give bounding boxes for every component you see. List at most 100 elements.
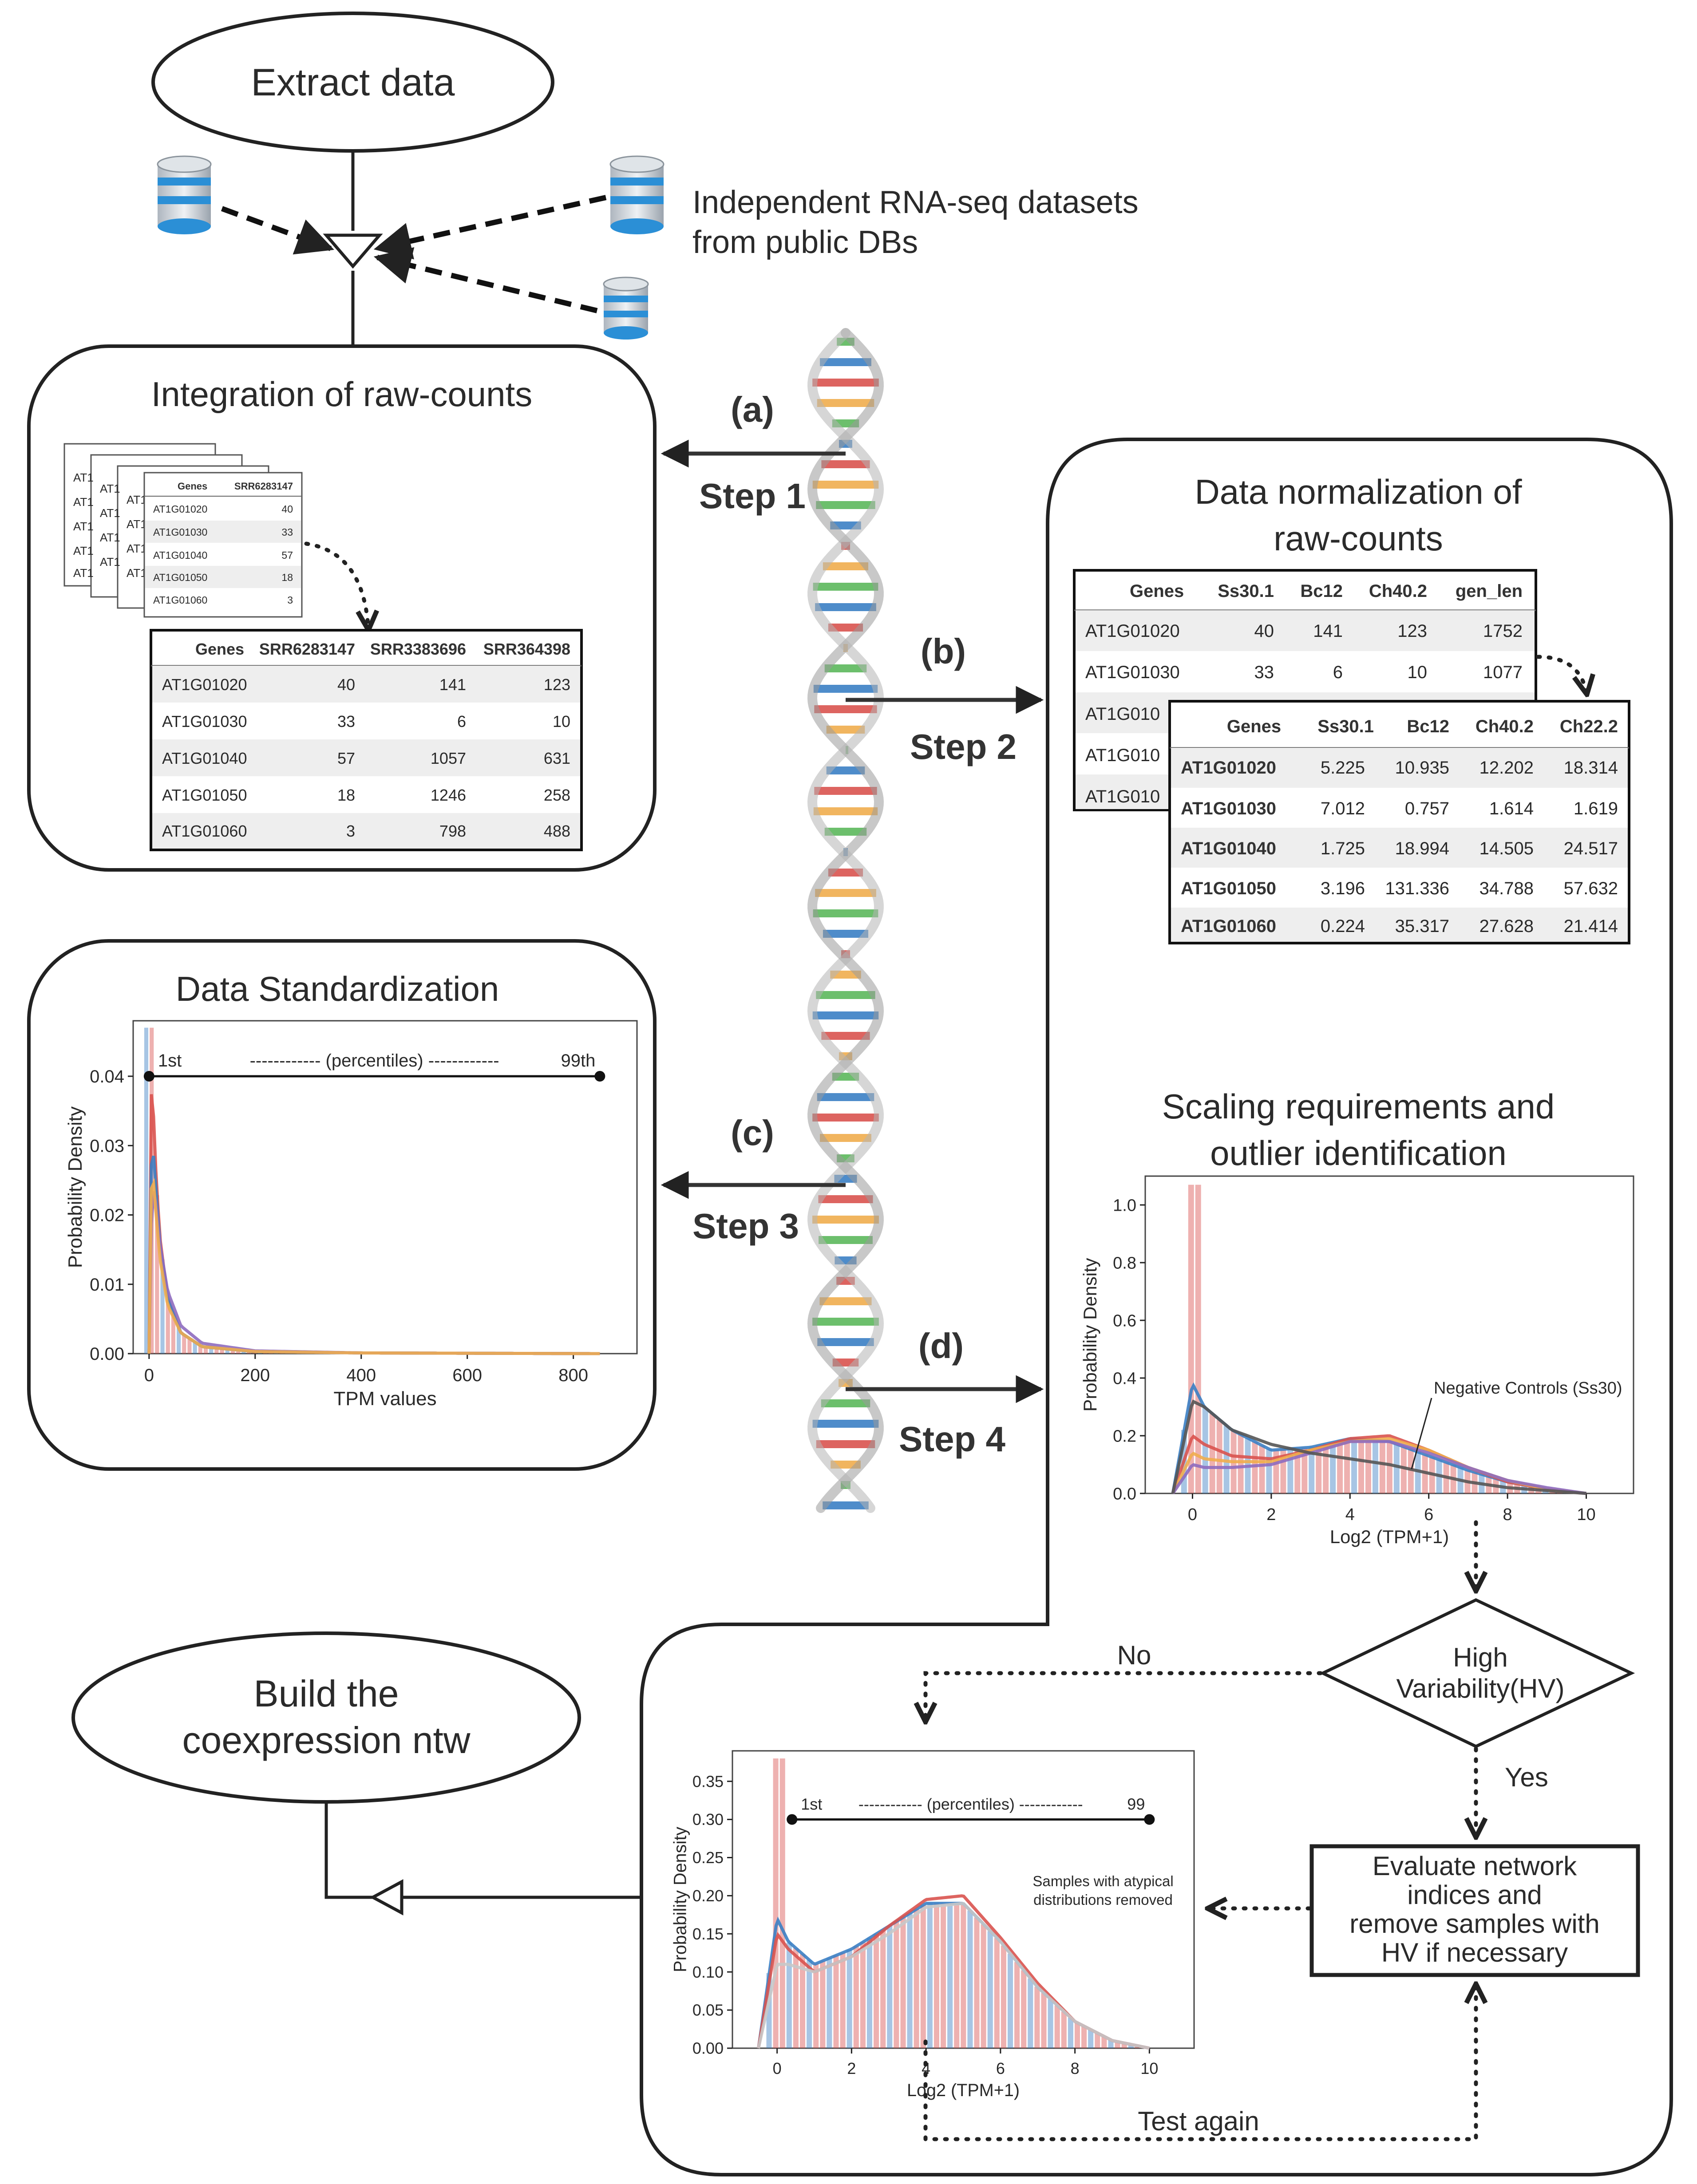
svg-text:AT1G01020: AT1G01020 bbox=[1181, 758, 1276, 778]
y-axis-label: Probability Density bbox=[1080, 1258, 1100, 1411]
svg-text:40: 40 bbox=[337, 675, 355, 694]
percentile-end-label: 99th bbox=[561, 1051, 596, 1070]
svg-text:24.517: 24.517 bbox=[1564, 839, 1618, 858]
x-tick-label: 800 bbox=[558, 1366, 588, 1385]
histogram-bar bbox=[1014, 1962, 1020, 2048]
histogram-bar bbox=[198, 1346, 202, 1354]
svg-text:3.196: 3.196 bbox=[1321, 879, 1365, 898]
annotation-pointer bbox=[1411, 1398, 1432, 1469]
evaluate-label-2: indices and bbox=[1407, 1880, 1542, 1910]
dna-helix bbox=[807, 328, 884, 1513]
svg-text:18.314: 18.314 bbox=[1564, 758, 1618, 778]
base-pair bbox=[812, 1011, 879, 1019]
svg-text:1246: 1246 bbox=[431, 786, 466, 804]
histogram-bar bbox=[941, 1903, 946, 2048]
table-header: Bc12 bbox=[1407, 717, 1449, 736]
table-header: Bc12 bbox=[1300, 581, 1343, 601]
svg-text:33: 33 bbox=[337, 712, 355, 731]
step-3-letter: (c) bbox=[731, 1113, 774, 1153]
stub-label: AT1 bbox=[127, 493, 147, 506]
base-pair bbox=[813, 583, 878, 591]
stub-label: AT1 bbox=[73, 520, 94, 533]
decision-label-2: Variability(HV) bbox=[1396, 1674, 1565, 1703]
base-pair bbox=[819, 1236, 873, 1244]
histogram-bar bbox=[994, 1938, 1000, 2048]
histogram-bar bbox=[1068, 2018, 1073, 2048]
svg-text:18: 18 bbox=[337, 786, 355, 804]
svg-text:21.414: 21.414 bbox=[1564, 916, 1618, 936]
merge-triangle bbox=[323, 233, 383, 269]
table-header: Ss30.1 bbox=[1317, 717, 1374, 736]
x-tick-label: 0 bbox=[773, 2059, 782, 2077]
svg-text:27.628: 27.628 bbox=[1479, 916, 1534, 936]
stub-label: AT1G010 bbox=[1085, 746, 1160, 765]
svg-text:3: 3 bbox=[346, 822, 355, 840]
database-icon bbox=[157, 155, 212, 234]
histogram-bar bbox=[144, 1027, 149, 1354]
x-tick-label: 400 bbox=[346, 1366, 376, 1385]
table-row: AT1G01030 7.012 0.757 1.614 1.619 bbox=[1181, 799, 1618, 818]
x-axis-label: TPM values bbox=[333, 1388, 436, 1410]
svg-text:1057: 1057 bbox=[431, 749, 466, 767]
base-pair bbox=[821, 460, 870, 468]
histogram-bar bbox=[799, 1954, 806, 2048]
evaluate-label-1: Evaluate network bbox=[1373, 1851, 1577, 1881]
svg-text:AT1G01040: AT1G01040 bbox=[153, 549, 207, 561]
svg-text:123: 123 bbox=[1397, 621, 1427, 641]
histogram-bar bbox=[214, 1348, 219, 1354]
base-pair bbox=[826, 726, 865, 734]
histogram-bar bbox=[967, 1910, 973, 2048]
small-table-row: AT1G01030 33 bbox=[153, 526, 293, 538]
filtered-chart: 0.000.050.100.150.200.250.300.350 2 4 6 8 10L… bbox=[671, 1750, 1195, 2100]
step-1-label: Step 1 bbox=[699, 476, 806, 516]
svg-text:12.202: 12.202 bbox=[1479, 758, 1534, 778]
normalization-title-1: Data normalization of bbox=[1195, 472, 1522, 511]
histogram-bar bbox=[1238, 1434, 1244, 1493]
base-pair bbox=[817, 399, 874, 407]
percentile-middle-label: ------------ (percentiles) ------------ bbox=[858, 1795, 1083, 1813]
base-pair bbox=[828, 624, 863, 632]
y-tick-label: 1.0 bbox=[1113, 1196, 1136, 1215]
stub-label: AT1 bbox=[73, 471, 94, 484]
svg-text:631: 631 bbox=[544, 749, 570, 767]
histogram-bar bbox=[773, 1758, 779, 2048]
evaluate-label-3: remove samples with bbox=[1349, 1909, 1600, 1939]
datasets-label-1: Independent RNA-seq datasets bbox=[692, 185, 1139, 220]
base-pair bbox=[823, 562, 869, 570]
histogram-bar bbox=[1088, 2030, 1094, 2048]
table-header: Ch40.2 bbox=[1369, 581, 1427, 601]
stub-label: AT1 bbox=[127, 566, 147, 580]
base-pair bbox=[814, 787, 877, 795]
histogram-bar bbox=[1316, 1445, 1322, 1493]
percentile-end-label: 99 bbox=[1127, 1795, 1145, 1813]
table-row: AT1G01060 0.224 35.317 27.628 21.414 bbox=[1181, 916, 1618, 936]
histogram-bar bbox=[177, 1327, 181, 1354]
density-line bbox=[757, 1902, 1150, 2050]
histogram-bar bbox=[1358, 1439, 1364, 1493]
histogram-bar bbox=[1351, 1439, 1357, 1493]
histogram-bar bbox=[860, 1942, 866, 2048]
extract-data-node: Extract data bbox=[151, 12, 554, 153]
stub-label: AT1G010 bbox=[1085, 704, 1160, 724]
table-row: AT1G01020 5.225 10.935 12.202 18.314 bbox=[1181, 758, 1618, 778]
stub-label: AT1 bbox=[100, 506, 120, 520]
svg-text:AT1G01050: AT1G01050 bbox=[1181, 879, 1276, 898]
build-network-node: Build the coexpression ntw bbox=[71, 1631, 581, 1804]
svg-text:488: 488 bbox=[544, 822, 570, 840]
histogram-bar bbox=[1034, 1987, 1040, 2048]
svg-text:131.336: 131.336 bbox=[1385, 879, 1449, 898]
small-table-header: SRR6283147 bbox=[234, 481, 293, 492]
x-tick-label: 200 bbox=[240, 1366, 270, 1385]
filtered-annotation: Samples with atypical bbox=[1032, 1873, 1173, 1889]
helix-strand bbox=[807, 328, 884, 1513]
histogram-bar bbox=[954, 1903, 960, 2048]
svg-text:123: 123 bbox=[544, 675, 570, 694]
small-table-header: Genes bbox=[178, 481, 207, 492]
y-tick-label: 0.04 bbox=[90, 1067, 124, 1086]
histogram-bar bbox=[1021, 1970, 1027, 2048]
histogram-bar bbox=[833, 1955, 839, 2048]
svg-text:AT1G01020: AT1G01020 bbox=[153, 503, 207, 515]
histogram-bar bbox=[880, 1929, 886, 2048]
stub-label: AT1G010 bbox=[1085, 787, 1160, 806]
histogram-bar bbox=[1061, 2011, 1067, 2048]
